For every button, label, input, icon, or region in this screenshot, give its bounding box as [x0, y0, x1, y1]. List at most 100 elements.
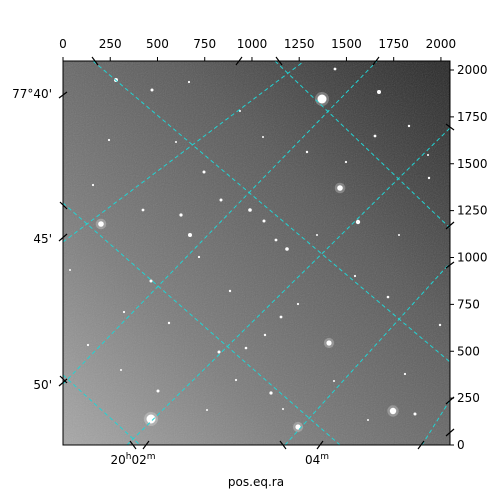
top-tick-label: 1750	[378, 37, 409, 51]
star	[344, 160, 348, 164]
star	[149, 279, 153, 283]
star	[248, 208, 252, 212]
dec-label-40: 77°40'	[12, 87, 52, 101]
star	[282, 408, 284, 410]
plot-frame	[62, 60, 451, 446]
star	[427, 176, 431, 180]
star-field	[69, 67, 442, 433]
dec-label-50: 50'	[33, 378, 52, 392]
star	[337, 185, 343, 191]
star	[263, 333, 267, 337]
star	[296, 302, 300, 306]
star	[206, 409, 208, 411]
sky-image	[63, 61, 450, 445]
star	[150, 88, 154, 92]
right-tick-label: 1500	[457, 157, 488, 171]
star	[305, 150, 309, 154]
right-tick-label: 250	[457, 391, 480, 405]
grid-line	[274, 61, 450, 229]
right-tick-label: 1000	[457, 251, 488, 265]
star	[239, 110, 241, 112]
star	[377, 90, 381, 94]
ra-label-04m: 04m	[305, 452, 329, 467]
star	[317, 94, 327, 104]
star	[326, 340, 332, 346]
right-tick-label: 750	[457, 297, 480, 311]
right-tick-label: 1250	[457, 204, 488, 218]
star	[122, 310, 126, 314]
star	[269, 391, 273, 395]
star	[373, 134, 377, 138]
star	[86, 343, 90, 347]
top-pixel-axis: 0 250 500 750 1000 1250 1500 1750 2000	[59, 37, 456, 61]
top-tick-label: 1250	[284, 37, 315, 51]
grid-line	[92, 61, 450, 363]
top-tick-label: 1500	[331, 37, 362, 51]
star	[438, 323, 442, 327]
top-tick-label: 750	[193, 37, 216, 51]
top-tick-label: 0	[59, 37, 67, 51]
star	[219, 198, 223, 202]
star	[217, 350, 221, 354]
star	[91, 183, 95, 187]
star	[285, 247, 289, 251]
star	[244, 346, 248, 350]
star	[188, 233, 192, 237]
star	[167, 321, 171, 325]
star	[333, 67, 337, 71]
star	[98, 221, 104, 227]
star	[355, 219, 361, 225]
grid-line	[63, 61, 378, 385]
star	[234, 378, 238, 382]
star	[120, 369, 122, 371]
grid-line	[63, 374, 141, 445]
top-tick-label: 250	[99, 37, 122, 51]
top-tick-label: 1000	[237, 37, 268, 51]
grid-line	[284, 262, 450, 445]
star	[262, 136, 264, 138]
star	[367, 419, 369, 421]
star	[197, 255, 201, 259]
top-tick-label: 500	[146, 37, 169, 51]
right-tick-label: 2000	[457, 63, 488, 77]
star	[69, 269, 71, 271]
ra-label-04m-text: 04m	[305, 452, 329, 467]
star	[274, 238, 278, 242]
star	[413, 412, 417, 416]
star	[389, 407, 397, 415]
star	[295, 424, 301, 430]
grid-line	[63, 202, 341, 445]
star	[179, 213, 183, 217]
right-tick-label: 500	[457, 344, 480, 358]
grid-line	[63, 61, 304, 243]
star	[175, 141, 177, 143]
star	[187, 80, 191, 84]
star	[386, 295, 390, 299]
star	[407, 124, 411, 128]
coordinate-grid	[63, 61, 450, 445]
star	[141, 208, 145, 212]
star	[353, 274, 357, 278]
grid-line	[126, 127, 450, 445]
star	[146, 414, 156, 424]
dec-label-45: 45'	[33, 232, 52, 246]
grid-line	[421, 399, 450, 445]
star	[333, 380, 335, 382]
star	[403, 372, 407, 376]
top-tick-label: 2000	[426, 37, 457, 51]
star	[398, 234, 400, 236]
star	[228, 289, 232, 293]
star	[202, 170, 206, 174]
right-tick-label: 1750	[457, 110, 488, 124]
right-tick-label: 0	[457, 438, 465, 452]
star	[316, 234, 318, 236]
ra-label-02m: 20h02m	[110, 452, 155, 467]
wcs-edge-ticks	[58, 56, 455, 450]
ra-label-02m-text: 20h02m	[110, 452, 155, 467]
star	[262, 219, 266, 223]
x-axis-title: pos.eq.ra	[228, 475, 284, 489]
right-pixel-axis: 0 250 500 750 1000 1250 1500 1750 2000	[450, 63, 488, 452]
star	[107, 138, 111, 142]
star	[427, 154, 429, 156]
